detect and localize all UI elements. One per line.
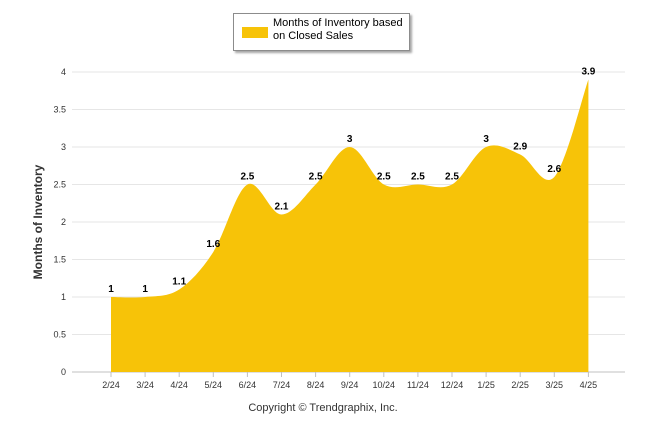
y-tick-label: 0.5 — [53, 330, 66, 340]
data-label: 2.5 — [309, 172, 323, 183]
data-label: 1 — [108, 284, 114, 295]
series-area — [111, 79, 589, 372]
data-label: 2.5 — [377, 172, 391, 183]
y-tick-label: 4 — [61, 67, 66, 77]
x-tick-label: 3/25 — [546, 380, 564, 390]
data-labels: 1 1 1.1 1.6 2.5 2.1 2.5 3 2.5 2.5 2.5 3 2.9 2.6 3.9 — [108, 67, 596, 296]
x-tick-label: 3/24 — [136, 380, 154, 390]
x-tick-label: 4/25 — [580, 380, 598, 390]
x-tick-label: 10/24 — [373, 380, 396, 390]
x-axis-ticks: 2/24 3/24 4/24 5/24 6/24 7/24 8/24 9/24 10/24 11/… — [102, 372, 597, 390]
y-tick-label: 2 — [61, 217, 66, 227]
x-tick-label: 2/24 — [102, 380, 120, 390]
x-tick-label: 4/24 — [170, 380, 188, 390]
data-label: 2.5 — [411, 172, 425, 183]
data-label: 2.6 — [547, 164, 561, 175]
y-axis-title: Months of Inventory — [31, 164, 45, 279]
data-label: 2.5 — [240, 172, 254, 183]
legend-swatch — [242, 27, 268, 38]
data-label: 3.9 — [581, 67, 595, 78]
x-tick-label: 1/25 — [477, 380, 495, 390]
x-tick-label: 9/24 — [341, 380, 359, 390]
y-tick-label: 1.5 — [53, 255, 66, 265]
data-label: 1 — [142, 284, 148, 295]
y-tick-label: 2.5 — [53, 180, 66, 190]
data-label: 2.1 — [275, 202, 289, 213]
data-label: 3 — [347, 134, 353, 145]
data-label: 3 — [483, 134, 489, 145]
x-tick-label: 7/24 — [273, 380, 291, 390]
y-tick-label: 3 — [61, 142, 66, 152]
y-axis-ticks: 0 0.5 1 1.5 2 2.5 3 3.5 4 — [53, 67, 66, 377]
y-tick-label: 3.5 — [53, 105, 66, 115]
data-label: 1.6 — [206, 239, 220, 250]
x-tick-label: 5/24 — [205, 380, 223, 390]
x-tick-label: 6/24 — [239, 380, 257, 390]
data-label: 2.9 — [513, 142, 527, 153]
data-label: 1.1 — [172, 277, 186, 288]
data-label: 2.5 — [445, 172, 459, 183]
x-tick-label: 8/24 — [307, 380, 325, 390]
legend-label: Months of Inventory based on Closed Sale… — [273, 17, 403, 42]
x-tick-label: 2/25 — [511, 380, 529, 390]
x-tick-label: 11/24 — [407, 380, 429, 390]
x-tick-label: 12/24 — [441, 380, 464, 390]
y-tick-label: 1 — [61, 292, 66, 302]
legend: Months of Inventory based on Closed Sale… — [233, 13, 410, 51]
copyright-footer: Copyright © Trendgraphix, Inc. — [248, 402, 398, 414]
y-tick-label: 0 — [61, 367, 66, 377]
